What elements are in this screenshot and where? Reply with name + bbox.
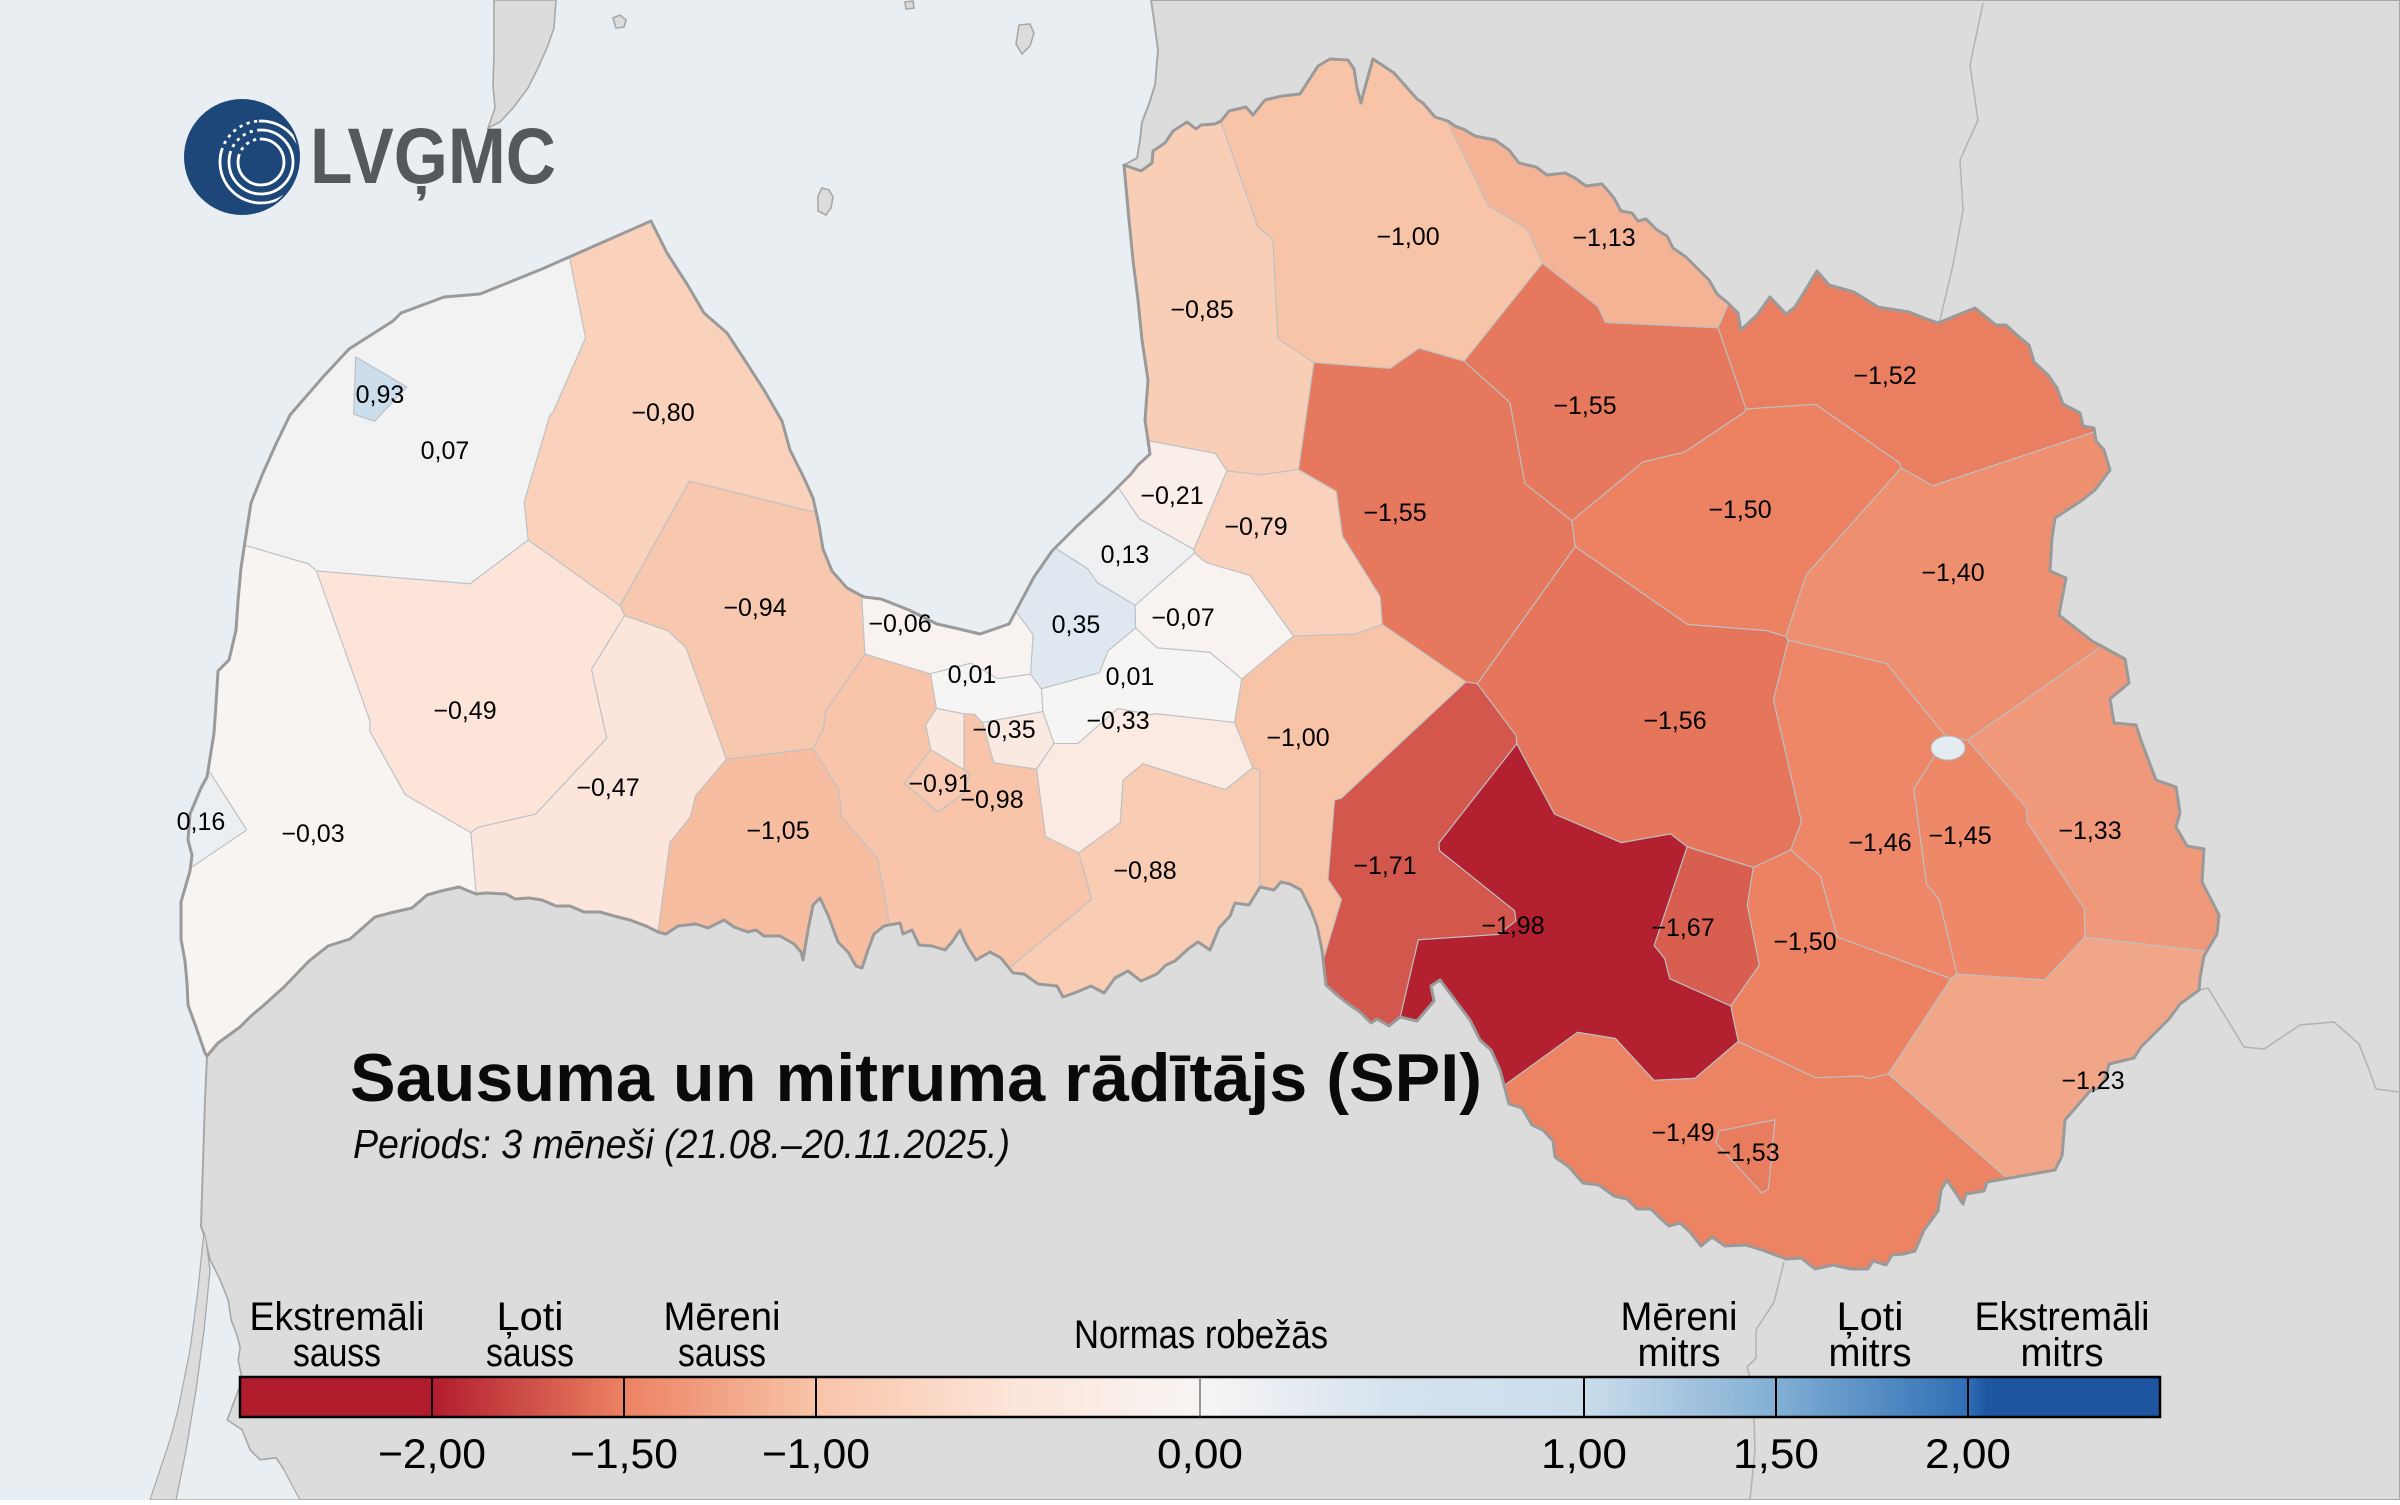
svg-text:−0,07: −0,07: [1151, 604, 1214, 632]
svg-text:−1,50: −1,50: [1773, 928, 1836, 956]
svg-text:−1,50: −1,50: [1708, 496, 1771, 524]
svg-text:−0,94: −0,94: [723, 594, 786, 622]
svg-text:−1,33: −1,33: [2058, 817, 2121, 845]
svg-text:−0,85: −0,85: [1170, 296, 1233, 324]
svg-text:−0,91: −0,91: [908, 770, 971, 798]
svg-text:0,13: 0,13: [1101, 541, 1150, 569]
svg-text:−0,33: −0,33: [1086, 707, 1149, 735]
svg-text:1,50: 1,50: [1733, 1430, 1819, 1477]
svg-text:mitrs: mitrs: [1829, 1331, 1912, 1375]
svg-text:0,01: 0,01: [948, 661, 997, 689]
svg-text:1,00: 1,00: [1541, 1430, 1627, 1477]
svg-text:0,07: 0,07: [421, 437, 470, 465]
svg-text:−0,21: −0,21: [1140, 482, 1203, 510]
svg-text:Ekstremāli: Ekstremāli: [1975, 1295, 2150, 1339]
svg-text:−1,55: −1,55: [1363, 499, 1426, 527]
svg-text:0,16: 0,16: [177, 808, 226, 836]
svg-text:−0,47: −0,47: [576, 774, 639, 802]
svg-text:0,93: 0,93: [356, 381, 405, 409]
svg-text:−1,67: −1,67: [1651, 914, 1714, 942]
svg-text:sauss: sauss: [293, 1331, 381, 1375]
svg-text:−1,45: −1,45: [1928, 822, 1991, 850]
svg-text:Normas robežās: Normas robežās: [1074, 1313, 1328, 1357]
svg-text:−0,03: −0,03: [281, 820, 344, 848]
svg-text:Ekstremāli: Ekstremāli: [250, 1295, 425, 1339]
svg-text:−1,55: −1,55: [1553, 392, 1616, 420]
svg-text:−0,88: −0,88: [1113, 857, 1176, 885]
svg-text:−1,56: −1,56: [1643, 707, 1706, 735]
svg-text:mitrs: mitrs: [2021, 1331, 2104, 1375]
svg-text:Ļoti: Ļoti: [497, 1295, 564, 1339]
svg-text:−0,98: −0,98: [960, 786, 1023, 814]
svg-text:0,35: 0,35: [1052, 611, 1101, 639]
svg-text:Periods: 3 mēneši (21.08.–20.1: Periods: 3 mēneši (21.08.–20.11.2025.): [353, 1121, 1010, 1167]
svg-text:−1,53: −1,53: [1716, 1139, 1779, 1167]
svg-text:Mēreni: Mēreni: [1621, 1295, 1738, 1339]
svg-text:−1,00: −1,00: [1376, 223, 1439, 251]
svg-text:−0,35: −0,35: [972, 716, 1035, 744]
svg-text:0,00: 0,00: [1157, 1430, 1243, 1477]
svg-text:2,00: 2,00: [1925, 1430, 2011, 1477]
svg-text:−1,40: −1,40: [1921, 559, 1984, 587]
svg-text:mitrs: mitrs: [1638, 1331, 1721, 1375]
svg-text:0,01: 0,01: [1106, 663, 1155, 691]
svg-text:−1,71: −1,71: [1353, 852, 1416, 880]
svg-text:sauss: sauss: [486, 1331, 574, 1375]
svg-text:Sausuma un mitruma rādītājs (S: Sausuma un mitruma rādītājs (SPI): [350, 1040, 1482, 1116]
svg-text:−0,49: −0,49: [433, 697, 496, 725]
svg-text:−1,52: −1,52: [1853, 362, 1916, 390]
svg-text:Mēreni: Mēreni: [664, 1295, 781, 1339]
svg-text:−2,00: −2,00: [378, 1430, 486, 1477]
svg-text:−1,50: −1,50: [570, 1430, 678, 1477]
svg-text:−1,13: −1,13: [1572, 224, 1635, 252]
svg-text:−1,00: −1,00: [762, 1430, 870, 1477]
svg-text:sauss: sauss: [678, 1331, 766, 1375]
svg-text:−1,05: −1,05: [746, 817, 809, 845]
svg-text:−0,80: −0,80: [631, 399, 694, 427]
svg-text:−1,23: −1,23: [2061, 1067, 2124, 1095]
svg-text:−1,00: −1,00: [1266, 724, 1329, 752]
svg-text:Ļoti: Ļoti: [1837, 1295, 1904, 1339]
svg-text:−1,49: −1,49: [1651, 1119, 1714, 1147]
svg-text:−1,46: −1,46: [1848, 829, 1911, 857]
svg-text:LVĢMC: LVĢMC: [310, 111, 556, 201]
svg-text:−1,98: −1,98: [1481, 912, 1544, 940]
svg-text:−0,06: −0,06: [868, 610, 931, 638]
svg-text:−0,79: −0,79: [1224, 513, 1287, 541]
